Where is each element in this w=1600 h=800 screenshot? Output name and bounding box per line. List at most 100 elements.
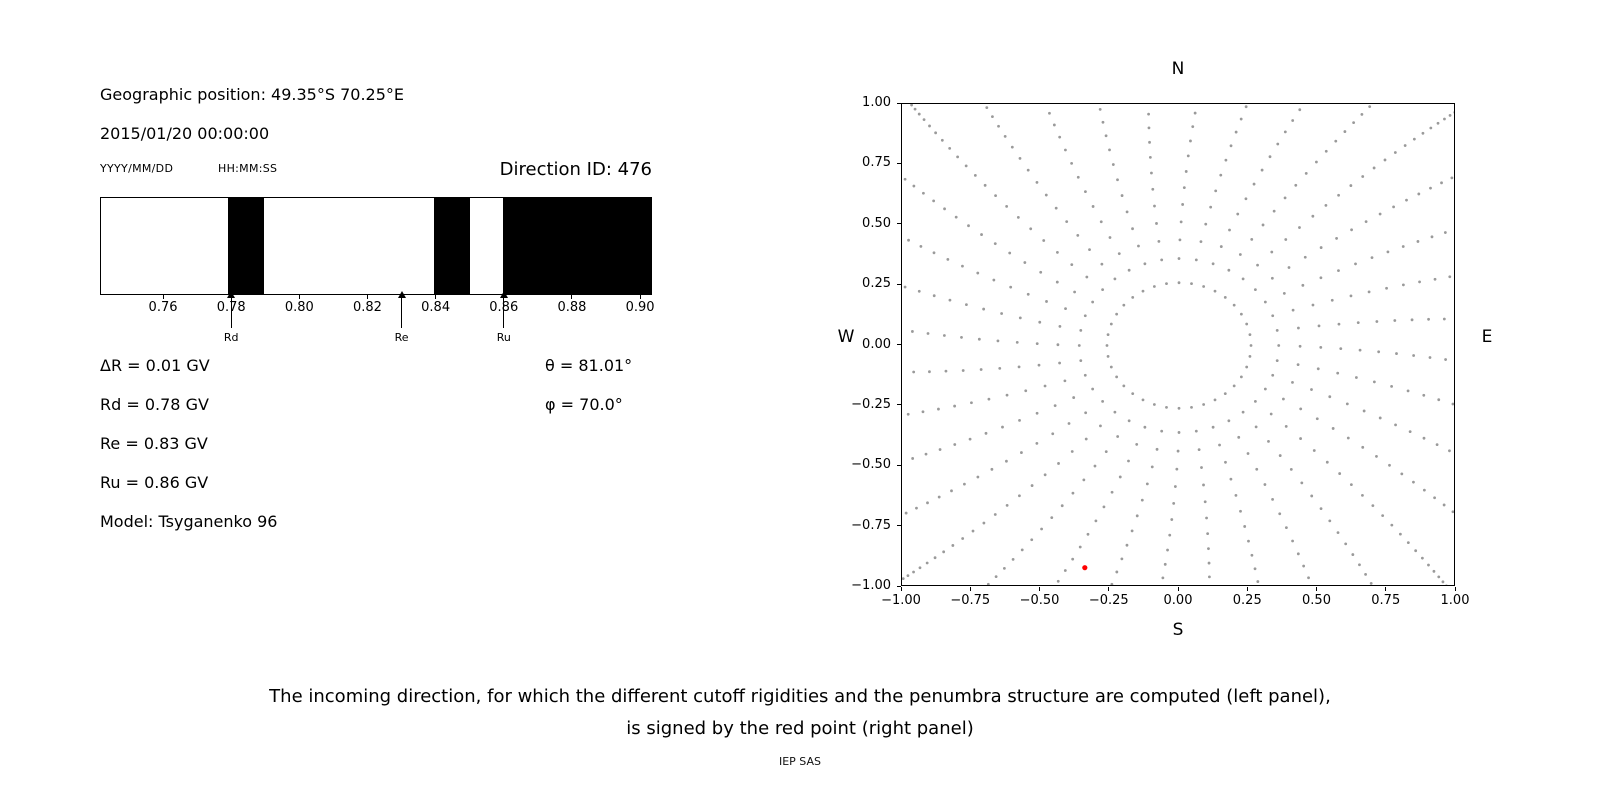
- grid-dot: [1058, 324, 1062, 328]
- grid-dot: [994, 575, 998, 579]
- scatter-y-tick-mark: [897, 102, 901, 104]
- grid-dot: [1148, 140, 1151, 144]
- grid-dot: [1070, 161, 1074, 165]
- grid-dot: [1401, 245, 1405, 248]
- grid-dot: [1371, 504, 1375, 508]
- grid-dot: [1284, 526, 1288, 530]
- grid-dot: [1079, 329, 1083, 332]
- grid-dot: [1009, 285, 1013, 289]
- grid-dot: [1170, 518, 1174, 521]
- grid-dot: [1018, 419, 1021, 422]
- grid-dot: [1390, 523, 1394, 527]
- grid-dot: [1224, 460, 1227, 464]
- grid-dot: [1383, 158, 1387, 162]
- grid-dot: [1035, 180, 1039, 184]
- grid-dot: [903, 177, 907, 181]
- grid-dot: [1448, 449, 1451, 453]
- grid-dot: [1228, 228, 1231, 232]
- grid-dot: [1420, 556, 1424, 560]
- grid-dot: [1194, 258, 1198, 262]
- grid-dot: [1364, 572, 1367, 576]
- grid-dot: [1267, 439, 1270, 443]
- grid-dot: [1450, 176, 1454, 180]
- grid-dot: [1253, 567, 1257, 571]
- grid-dot: [956, 155, 960, 159]
- grid-dot: [1401, 283, 1405, 287]
- grid-dot: [1289, 468, 1293, 471]
- cutoff-marker-label: Ru: [496, 331, 511, 344]
- grid-dot: [1237, 435, 1241, 439]
- grid-dot: [1282, 292, 1286, 295]
- grid-dot: [906, 574, 910, 578]
- direction-scatter-plot: [901, 103, 1455, 586]
- grid-dot: [1163, 562, 1167, 566]
- grid-dot: [1143, 425, 1147, 429]
- grid-dot: [1108, 236, 1112, 239]
- grid-dot: [1024, 389, 1028, 393]
- penumbra-x-tick-label: 0.82: [352, 300, 382, 315]
- grid-dot: [1029, 227, 1033, 231]
- grid-dot: [1064, 307, 1067, 311]
- grid-dot: [1178, 238, 1182, 242]
- grid-dot: [1337, 269, 1340, 272]
- penumbra-x-tick-mark: [435, 295, 437, 299]
- grid-dot: [1002, 566, 1006, 570]
- cutoff-marker-arrow-line: [503, 298, 505, 328]
- grid-dot: [1303, 255, 1307, 259]
- scatter-x-tick-mark: [1454, 587, 1456, 591]
- grid-dot: [1236, 212, 1240, 216]
- grid-dot: [921, 410, 925, 414]
- grid-dot: [1091, 205, 1095, 208]
- grid-dot: [1131, 296, 1135, 299]
- grid-dot: [1104, 134, 1108, 138]
- scatter-y-tick-label: −0.75: [851, 517, 891, 533]
- grid-dot: [1248, 355, 1252, 358]
- grid-dot: [1152, 285, 1156, 288]
- grid-dot: [1152, 403, 1156, 406]
- grid-dot: [1386, 250, 1390, 254]
- grid-dot: [1453, 111, 1454, 114]
- grid-dot: [990, 467, 994, 471]
- grid-dot: [1110, 582, 1114, 585]
- grid-dot: [1395, 352, 1398, 355]
- grid-dot: [1084, 190, 1087, 194]
- grid-dot: [1148, 155, 1152, 159]
- grid-dot: [1418, 280, 1421, 284]
- scatter-y-tick-label: 0.50: [862, 215, 891, 231]
- grid-dot: [1282, 397, 1285, 401]
- grid-dot: [1208, 575, 1211, 579]
- grid-dot: [1115, 312, 1119, 316]
- grid-dot: [1312, 449, 1316, 452]
- grid-dot: [1372, 380, 1376, 384]
- grid-dot: [1030, 484, 1034, 487]
- grid-dot: [1317, 324, 1321, 328]
- grid-dot: [1448, 113, 1452, 117]
- grid-dot: [1173, 485, 1177, 488]
- grid-dot: [1077, 344, 1081, 347]
- grid-dot: [1023, 261, 1027, 264]
- grid-dot: [1345, 402, 1349, 406]
- grid-dot: [1296, 363, 1300, 367]
- theta-value: θ = 81.01°: [545, 356, 633, 375]
- scatter-x-tick-label: 0.50: [1302, 593, 1331, 608]
- grid-dot: [1038, 320, 1042, 324]
- grid-dot: [1334, 139, 1338, 143]
- grid-dot: [1223, 392, 1227, 395]
- grid-dot: [1203, 500, 1207, 504]
- scatter-y-tick-mark: [897, 162, 901, 164]
- scatter-y-tick-label: −0.25: [851, 396, 891, 412]
- grid-dot: [1227, 419, 1231, 423]
- grid-dot: [1260, 168, 1264, 172]
- grid-dot: [1393, 319, 1397, 322]
- grid-dot: [1053, 404, 1057, 408]
- grid-dot: [1202, 285, 1206, 288]
- grid-dot: [987, 397, 991, 401]
- grid-dot: [946, 257, 950, 261]
- grid-dot: [1105, 344, 1109, 347]
- grid-dot: [1291, 539, 1294, 543]
- grid-dot: [911, 330, 914, 333]
- grid-dot: [1245, 322, 1249, 326]
- grid-dot: [1275, 359, 1279, 362]
- scatter-x-tick-label: 0.75: [1371, 593, 1401, 608]
- penumbra-x-tick-label: 0.84: [421, 300, 451, 315]
